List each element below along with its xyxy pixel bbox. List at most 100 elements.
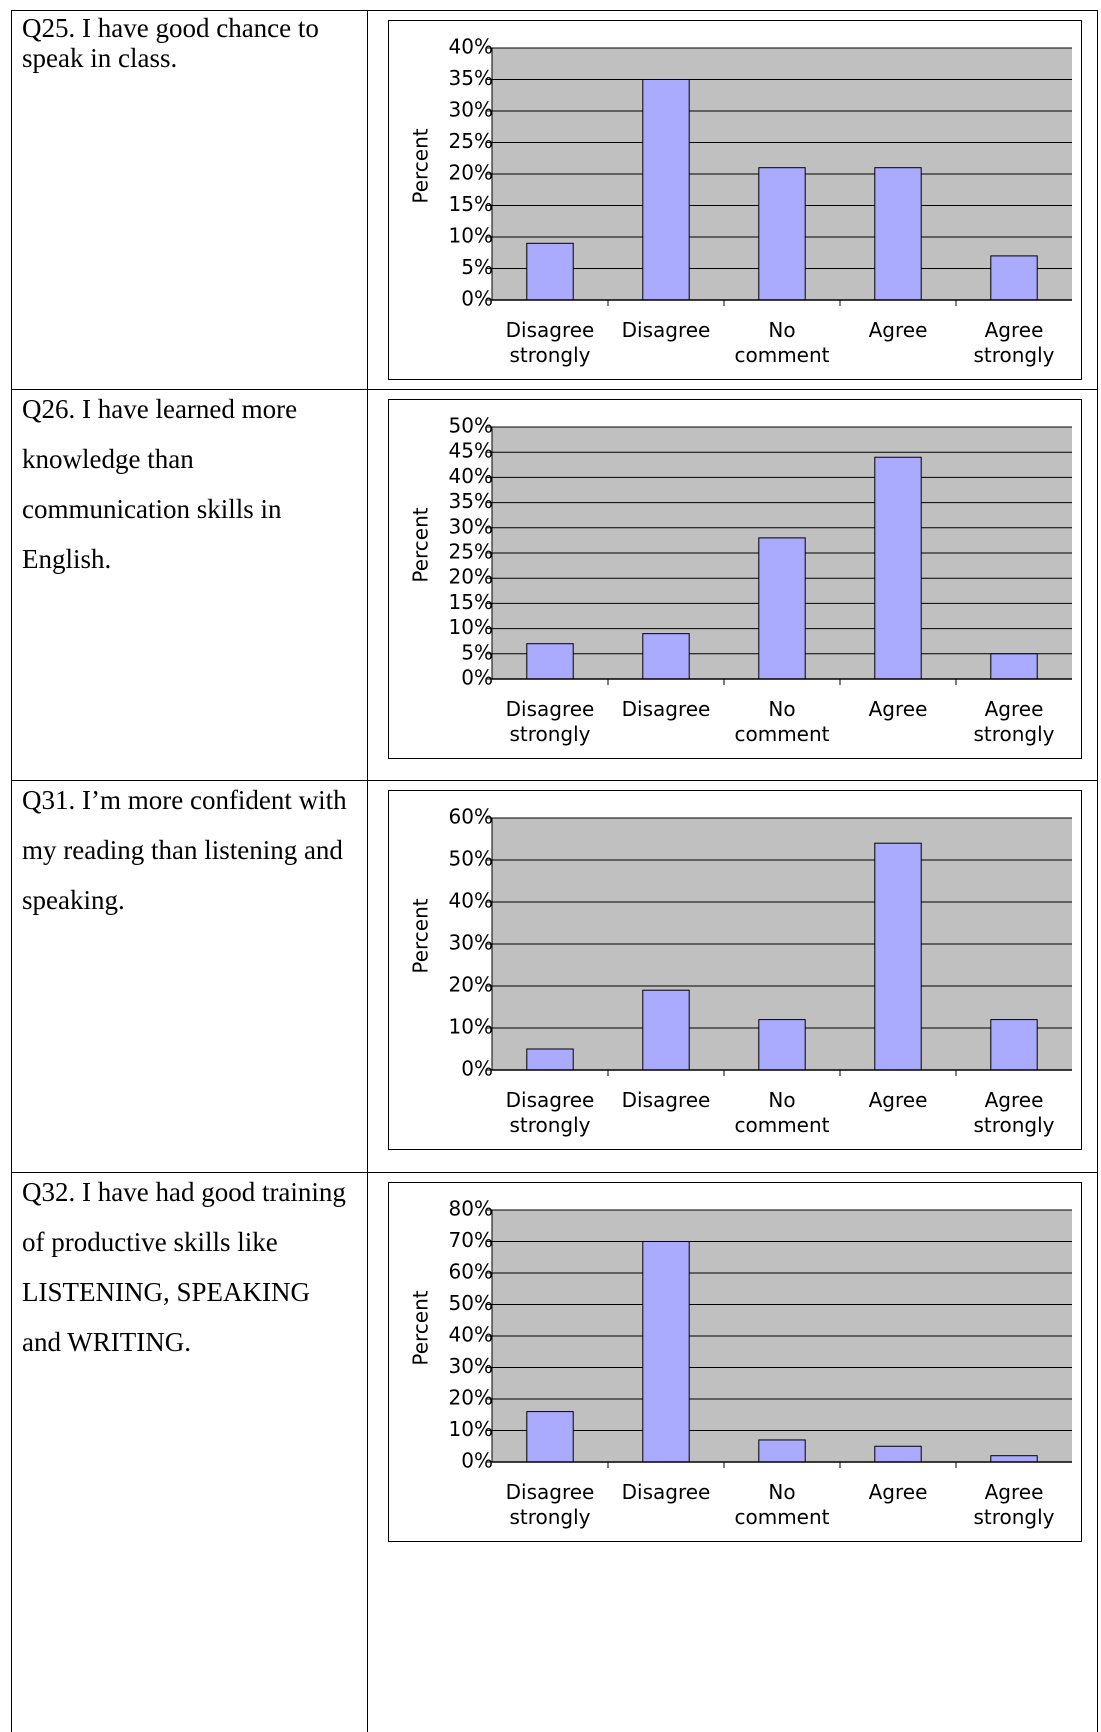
question: Q31. I’m more confident with my reading … [22, 785, 347, 915]
y-tick-label: 10% [449, 1015, 493, 1039]
chart: 0% 10% 20% 30% 40% 50% 60% 70% 80% Percent [409, 1197, 1072, 1473]
y-axis-label: Percent [409, 507, 433, 582]
y-tick-label: 45% [449, 439, 493, 463]
x-tick-label: Disagree [621, 1480, 711, 1504]
column-divider [367, 1173, 368, 1732]
chart-box: 0% 10% 20% 30% 40% 50% 60% 70% 80% Percent Disagre… [388, 1182, 1082, 1542]
y-tick-label: 30% [449, 514, 493, 538]
x-tick-label: Disagree strongly [505, 1088, 595, 1137]
chart-box: 0% 5% 10% 15% 20% 25% 30% 35% 40% Percent Disagree… [388, 20, 1082, 380]
bar [642, 989, 690, 1071]
y-tick-label: 40% [449, 35, 493, 59]
bar [758, 1019, 806, 1071]
y-tick-label: 30% [449, 931, 493, 955]
bar [990, 255, 1038, 301]
y-tick-label: 20% [449, 565, 493, 589]
chart: 0%5%10%15%20%25%30%35%40%45%50% Percent [409, 414, 1072, 690]
x-tick-label: Agree [868, 318, 928, 342]
y-tick-label: 50% [449, 414, 493, 438]
chart-box: 0% 5% 10% 15% 20% 25% 30% 35% 40% 45% 50% Percent Di… [388, 399, 1082, 759]
bar [526, 1411, 574, 1463]
y-tick-label: 0% [461, 1057, 493, 1081]
y-tick-label: 15% [449, 192, 493, 216]
x-tick-label: Agree strongly [973, 1088, 1055, 1137]
y-tick-label: 0% [461, 1449, 493, 1473]
bar [990, 1455, 1038, 1463]
y-tick-label: 20% [449, 1386, 493, 1410]
y-tick-label: 25% [449, 129, 493, 153]
column-divider [367, 11, 368, 390]
bar [526, 643, 574, 680]
table-row: Q32. I have had good training of product… [11, 1172, 1098, 1732]
x-tick-label: Disagree strongly [505, 1480, 595, 1529]
y-tick-label: 20% [449, 973, 493, 997]
y-tick-label: 70% [449, 1228, 493, 1252]
bar [874, 456, 922, 680]
y-tick-label: 60% [449, 1260, 493, 1284]
y-tick-label: 50% [449, 1291, 493, 1315]
table-row: Q26. I have learned more knowledge than … [11, 389, 1098, 781]
y-tick-label: 40% [449, 464, 493, 488]
y-tick-label: 50% [449, 847, 493, 871]
y-tick-label: 30% [449, 1354, 493, 1378]
column-divider [367, 781, 368, 1173]
y-tick-label: 40% [449, 889, 493, 913]
x-tick-label: No comment [734, 318, 830, 367]
y-axis-label: Percent [409, 898, 433, 973]
x-tick-label: Disagree strongly [505, 318, 595, 367]
y-tick-label: 25% [449, 540, 493, 564]
bar [758, 1439, 806, 1463]
x-tick-label: Disagree [621, 318, 711, 342]
column-divider [367, 390, 368, 781]
y-tick-label: 80% [449, 1197, 493, 1221]
x-tick-label: No comment [734, 1088, 830, 1137]
y-tick-label: 35% [449, 489, 493, 513]
x-tick-label: Agree strongly [973, 697, 1055, 746]
y-tick-label: 10% [449, 224, 493, 248]
y-tick-label: 0% [461, 287, 493, 311]
y-tick-label: 20% [449, 161, 493, 185]
y-axis-label: Percent [409, 128, 433, 203]
bar [758, 537, 806, 680]
bar [874, 842, 922, 1071]
chart: 0% 5% 10% 15% 20% 25% 30% 35% 40% Percent [409, 35, 1072, 311]
x-tick-label: Agree strongly [973, 318, 1055, 367]
y-tick-label: 0% [461, 666, 493, 690]
x-tick-label: No comment [734, 1480, 830, 1529]
y-tick-label: 5% [461, 640, 493, 664]
question: Q32. I have had good training of product… [22, 1177, 346, 1357]
x-tick-label: Agree [868, 697, 928, 721]
x-tick-label: Agree [868, 1088, 928, 1112]
y-tick-label: 10% [449, 1417, 493, 1441]
chart-box: 0% 10% 20% 30% 40% 50% 60% Percent Disagree stro… [388, 790, 1082, 1150]
x-tick-label: Agree strongly [973, 1480, 1055, 1529]
x-tick-label: No comment [734, 697, 830, 746]
bar [874, 1445, 922, 1463]
bar [642, 79, 690, 301]
bar [758, 167, 806, 301]
y-tick-label: 30% [449, 98, 493, 122]
y-tick-label: 15% [449, 590, 493, 614]
chart: 0% 10% 20% 30% 40% 50% 60% Percent [409, 805, 1072, 1081]
table-row: Q31. I’m more confident with my reading … [11, 780, 1098, 1173]
y-tick-label: 60% [449, 805, 493, 829]
table-row: Q25. I have good chance to speak in clas… [11, 10, 1098, 390]
y-tick-label: 10% [449, 615, 493, 639]
bar [642, 1241, 690, 1463]
bar [642, 633, 690, 680]
bar [990, 1019, 1038, 1071]
x-tick-label: Disagree [621, 1088, 711, 1112]
y-axis-label: Percent [409, 1290, 433, 1365]
question: Q26. I have learned more knowledge than … [22, 394, 298, 574]
bar [526, 1048, 574, 1071]
bar [990, 653, 1038, 680]
x-tick-label: Disagree [621, 697, 711, 721]
question: Q25. I have good chance to speak in clas… [22, 13, 319, 73]
bar [874, 167, 922, 301]
y-tick-label: 5% [461, 255, 493, 279]
y-tick-label: 35% [449, 66, 493, 90]
x-tick-label: Agree [868, 1480, 928, 1504]
y-tick-label: 40% [449, 1323, 493, 1347]
x-tick-label: Disagree strongly [505, 697, 595, 746]
